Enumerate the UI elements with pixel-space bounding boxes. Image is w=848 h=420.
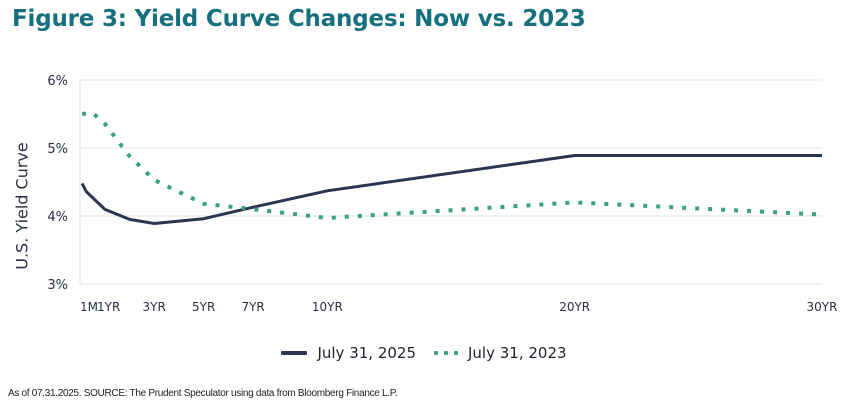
legend-swatch-dotted <box>434 351 458 355</box>
y-axis: 6% 5% 4% 3% <box>47 74 68 293</box>
series-layer <box>80 110 823 225</box>
x-axis: 1M 1YR 3YR 5YR 7YR 10YR 20YR 30YR <box>80 300 837 314</box>
x-tick-label: 1YR <box>97 300 120 314</box>
x-tick-label: 20YR <box>559 300 590 314</box>
series-line-2023 <box>81 110 823 220</box>
y-tick-label: 6% <box>47 74 68 89</box>
x-tick-label: 5YR <box>192 300 215 314</box>
y-tick-label: 5% <box>47 142 68 157</box>
x-tick-label: 1M <box>80 300 98 314</box>
grid <box>79 79 822 285</box>
chart-title: Figure 3: Yield Curve Changes: Now vs. 2… <box>12 6 586 32</box>
x-tick-label: 10YR <box>312 300 343 314</box>
legend-label-2023: July 31, 2023 <box>468 344 567 362</box>
series-line-2025 <box>80 154 822 225</box>
y-axis-label: U.S. Yield Curve <box>12 142 32 270</box>
legend-label-2025: July 31, 2025 <box>317 344 416 362</box>
legend-swatch-solid <box>281 351 308 355</box>
source-note: As of 07.31.2025. SOURCE: The Prudent Sp… <box>8 388 398 399</box>
x-tick-label: 7YR <box>241 300 264 314</box>
x-tick-label: 30YR <box>807 300 838 314</box>
yield-curve-chart: 6% 5% 4% 3% 1M 1YR 3YR 5YR 7YR 10YR 20YR 30YR <box>47 74 837 314</box>
x-tick-label: 3YR <box>143 300 166 314</box>
legend: July 31, 2025 July 31, 2023 <box>0 344 848 362</box>
y-tick-label: 3% <box>47 278 68 293</box>
legend-item-2023: July 31, 2023 <box>434 344 567 362</box>
y-tick-label: 4% <box>47 210 68 225</box>
legend-item-2025: July 31, 2025 <box>281 344 416 362</box>
